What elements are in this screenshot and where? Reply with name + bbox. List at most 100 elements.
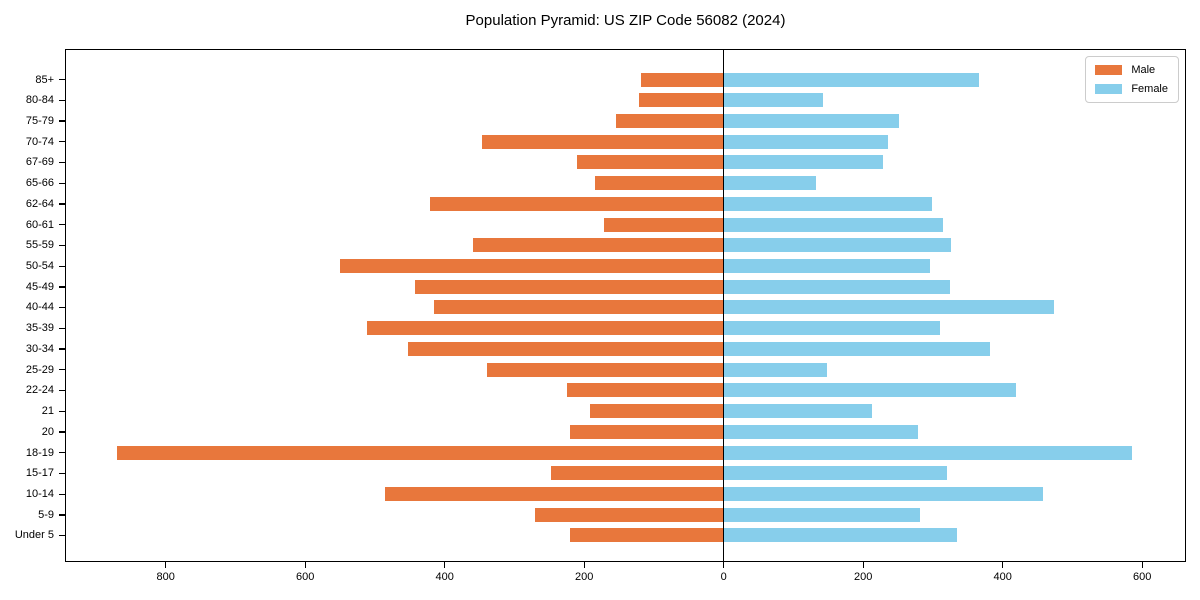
male-bar (430, 196, 724, 211)
x-tick-mark (1141, 561, 1143, 568)
male-bar (569, 424, 724, 439)
y-tick-label: 62-64 (25, 197, 54, 210)
y-tick-mark (58, 493, 65, 495)
y-tick-mark (58, 452, 65, 454)
zero-axis-line (722, 50, 725, 561)
y-tick-mark (58, 120, 65, 122)
x-tick-mark (1002, 561, 1004, 568)
y-tick-label: 5-9 (38, 508, 54, 521)
y-tick-label: 80-84 (25, 94, 54, 107)
female-bar (723, 134, 888, 149)
female-bar (723, 72, 979, 87)
y-tick-label: 25-29 (25, 363, 54, 376)
male-bar (639, 93, 724, 108)
y-tick-mark (58, 244, 65, 247)
male-bar (576, 155, 724, 170)
y-tick-mark (58, 306, 65, 309)
male-bar (616, 113, 724, 128)
female-bar (723, 113, 899, 128)
male-bar (415, 279, 724, 294)
female-bar (723, 300, 1054, 315)
female-bar (723, 383, 1016, 398)
y-tick-label: 10-14 (25, 488, 54, 501)
y-tick-mark (58, 224, 65, 226)
female-bar (723, 321, 940, 336)
y-tick-mark (58, 79, 65, 81)
y-tick-label: 40-44 (25, 301, 54, 314)
y-tick-label: 22-24 (25, 384, 54, 397)
y-tick-mark (58, 514, 65, 516)
female-bar (723, 341, 991, 356)
y-tick-label: 18-19 (25, 446, 54, 459)
y-tick-label: 50-54 (25, 260, 54, 273)
y-tick-label: Under 5 (14, 529, 54, 542)
y-tick-mark (58, 141, 65, 143)
male-bar (486, 362, 724, 377)
legend-swatch-female (1095, 84, 1123, 94)
female-bar (723, 487, 1044, 502)
male-bar (590, 404, 724, 419)
y-tick-label: 35-39 (25, 322, 54, 335)
male-bar (641, 72, 724, 87)
female-bar (723, 238, 952, 253)
x-tick-mark (165, 561, 167, 568)
male-bar (569, 528, 724, 543)
male-bar (535, 507, 724, 522)
male-bar (566, 383, 724, 398)
y-tick-mark (58, 327, 65, 330)
y-tick-label: 21 (41, 405, 54, 418)
y-tick-label: 70-74 (25, 135, 54, 148)
x-tick-mark (862, 561, 864, 568)
y-tick-mark (58, 534, 65, 537)
x-tick-label: 0 (720, 571, 727, 583)
male-bar (550, 466, 724, 481)
legend-label: Male (1131, 64, 1156, 76)
female-bar (723, 279, 951, 294)
y-tick-mark (58, 161, 65, 164)
x-tick-label: 400 (993, 571, 1012, 583)
male-bar (340, 259, 724, 274)
female-bar (723, 466, 947, 481)
male-bar (434, 300, 724, 315)
female-bar (723, 507, 921, 522)
y-tick-label: 75-79 (25, 114, 54, 127)
female-bar (723, 528, 958, 543)
x-tick-mark (444, 561, 446, 568)
y-tick-mark (58, 182, 65, 184)
y-tick-label: 30-34 (25, 342, 54, 355)
male-bar (473, 238, 724, 253)
female-bar (723, 259, 931, 274)
x-tick-mark (583, 561, 585, 568)
y-tick-mark (58, 410, 65, 412)
y-tick-label: 85+ (35, 73, 54, 86)
x-tick-label: 400 (435, 571, 454, 583)
female-bar (723, 445, 1133, 460)
female-bar (723, 93, 824, 108)
y-tick-mark (58, 203, 65, 205)
y-tick-mark (58, 348, 65, 350)
y-tick-mark (58, 286, 65, 288)
legend-item: Male (1095, 64, 1168, 76)
x-tick-label: 800 (156, 571, 175, 583)
y-tick-label: 20 (41, 425, 54, 438)
plot-area: Male Female 85+ 80-84 75-79 70-74 67-69 65-66 6… (15, 49, 1186, 583)
x-tick-mark (723, 561, 725, 568)
y-tick-mark (58, 99, 65, 102)
x-tick-label: 200 (575, 571, 594, 583)
y-tick-label: 60-61 (25, 218, 54, 231)
male-bar (384, 487, 724, 502)
y-tick-mark (58, 389, 65, 392)
y-tick-label: 67-69 (25, 156, 54, 169)
male-bar (366, 321, 724, 336)
y-tick-mark (58, 472, 65, 475)
male-bar (116, 445, 724, 460)
legend-swatch-male (1095, 65, 1123, 75)
y-tick-label: 15-17 (25, 467, 54, 480)
female-bar (723, 362, 827, 377)
y-tick-mark (58, 431, 65, 433)
x-tick-label: 200 (853, 571, 873, 583)
female-bar (723, 404, 872, 419)
female-bar (723, 176, 816, 191)
male-bar (482, 134, 724, 149)
